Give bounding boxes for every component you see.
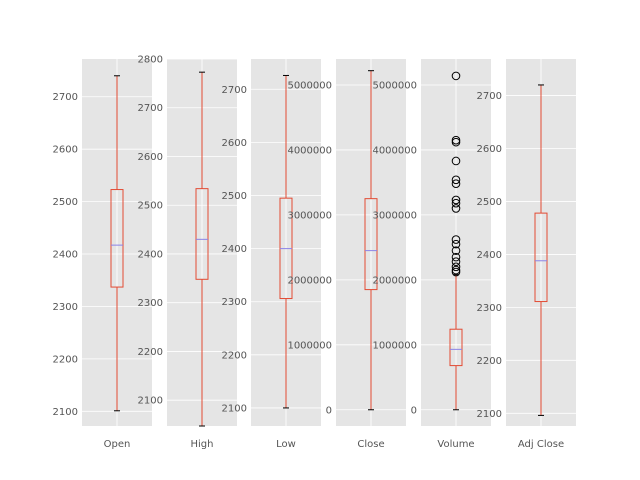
y-tick-label: 2400 <box>222 244 247 255</box>
box-iqr <box>449 328 463 367</box>
outlier-point <box>451 179 461 189</box>
y-tick-label: 0 <box>411 405 417 416</box>
category-label: Volume <box>437 439 474 450</box>
category-label: Close <box>357 439 384 450</box>
y-tick-label: 2200 <box>53 354 78 365</box>
y-tick-label: 2500 <box>477 197 502 208</box>
outlier-point <box>451 198 461 208</box>
y-tick-label: 2100 <box>138 396 163 407</box>
panel-adj-close: 2100 2200 2300 2400 2500 2600 2700 Adj Close <box>477 59 576 450</box>
box-iqr <box>534 212 548 303</box>
y-tick-label: 2000000 <box>372 275 417 286</box>
outlier-point <box>451 252 461 262</box>
y-tick-label: 2300 <box>477 303 502 314</box>
y-tick-label: 2600 <box>138 152 163 163</box>
y-tick-label: 2300 <box>138 298 163 309</box>
y-tick-label: 3000000 <box>287 210 332 221</box>
outlier-point <box>451 156 461 166</box>
y-tick-label: 2400 <box>53 250 78 261</box>
y-tick-label: 2000000 <box>287 275 332 286</box>
category-label: Low <box>276 439 296 450</box>
y-tick-label: 0 <box>326 405 332 416</box>
category-label: Adj Close <box>518 439 564 450</box>
outlier-point <box>451 262 461 272</box>
y-tick-label: 2600 <box>477 144 502 155</box>
panel-volume: 0 1000000 2000000 3000000 4000000 5000000 Volu… <box>372 59 491 450</box>
y-tick-label: 2700 <box>138 103 163 114</box>
panel-high: 2100 2200 2300 2400 2500 2600 2700 2800 High <box>138 55 237 450</box>
outlier-point <box>451 239 461 249</box>
y-tick-label: 2700 <box>222 85 247 96</box>
y-tick-label: 2100 <box>222 403 247 414</box>
y-tick-label: 2100 <box>477 409 502 420</box>
outlier-point <box>451 71 461 81</box>
y-tick-label: 2500 <box>138 201 163 212</box>
y-tick-label: 5000000 <box>287 80 332 91</box>
y-tick-label: 2300 <box>222 297 247 308</box>
box-iqr <box>110 189 124 288</box>
outlier-point <box>451 195 461 205</box>
y-tick-label: 2500 <box>222 191 247 202</box>
category-label: Open <box>104 439 131 450</box>
y-tick-label: 4000000 <box>287 145 332 156</box>
y-tick-label: 2300 <box>53 302 78 313</box>
outlier-point <box>451 175 461 185</box>
panel-low: 2100 2200 2300 2400 2500 2600 2700 Low <box>222 59 321 450</box>
y-tick-label: 2800 <box>138 55 163 66</box>
y-tick-label: 2600 <box>222 138 247 149</box>
outlier-point <box>451 246 461 255</box>
outlier-point <box>451 257 461 266</box>
y-tick-label: 2400 <box>477 250 502 261</box>
outlier-point <box>451 135 461 145</box>
y-tick-label: 2200 <box>222 350 247 361</box>
y-tick-label: 2100 <box>53 407 78 418</box>
panel-open: 2100 2200 2300 2400 2500 2600 2700 Open <box>53 59 152 450</box>
y-tick-label: 2200 <box>477 356 502 367</box>
outlier-point <box>451 235 461 244</box>
y-tick-label: 1000000 <box>287 340 332 351</box>
y-tick-label: 2600 <box>53 145 78 156</box>
outlier-point <box>451 265 461 275</box>
box-iqr <box>195 188 209 280</box>
category-label: High <box>191 439 214 450</box>
outlier-point <box>451 204 461 213</box>
y-tick-label: 5000000 <box>372 80 417 91</box>
y-tick-label: 1000000 <box>372 340 417 351</box>
y-tick-label: 2400 <box>138 249 163 260</box>
y-tick-label: 2500 <box>53 197 78 208</box>
box-iqr <box>364 198 378 291</box>
panel-close: 0 1000000 2000000 3000000 4000000 5000000 Clos… <box>287 59 406 450</box>
y-tick-label: 4000000 <box>372 145 417 156</box>
y-tick-label: 2700 <box>53 92 78 103</box>
y-tick-label: 2700 <box>477 91 502 102</box>
y-tick-label: 3000000 <box>372 210 417 221</box>
y-tick-label: 2200 <box>138 347 163 358</box>
